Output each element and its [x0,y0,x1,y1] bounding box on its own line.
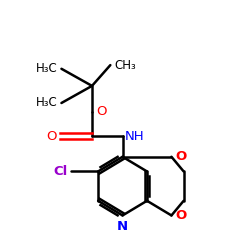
Text: Cl: Cl [53,165,68,178]
Text: O: O [175,150,186,163]
Text: O: O [46,130,56,142]
Text: H₃C: H₃C [36,96,58,110]
Text: NH: NH [125,130,144,142]
Text: O: O [175,209,186,222]
Text: CH₃: CH₃ [114,58,136,71]
Text: O: O [96,105,107,118]
Text: H₃C: H₃C [36,62,58,75]
Text: N: N [117,220,128,233]
